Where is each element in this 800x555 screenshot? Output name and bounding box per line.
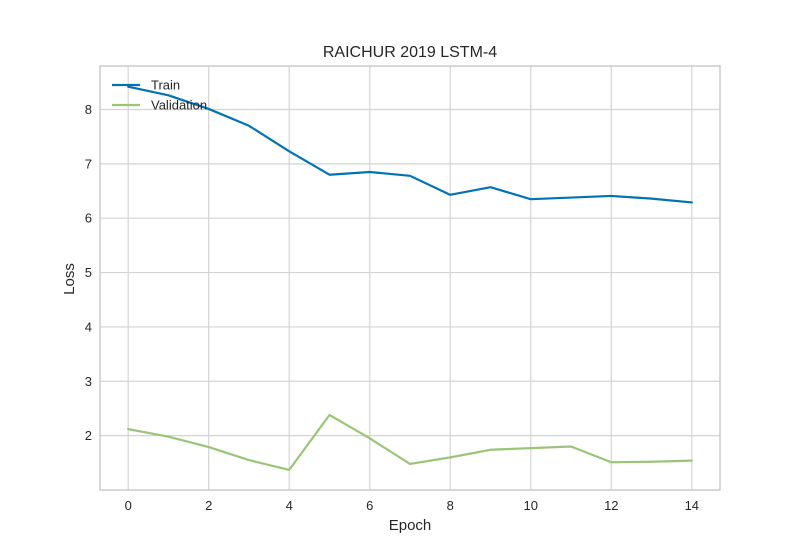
x-tick-label: 4 (286, 498, 293, 513)
y-tick-label: 3 (85, 374, 92, 389)
series-line-validation (127, 413, 693, 471)
y-tick-label: 5 (85, 265, 92, 280)
x-tick-labels: 0 2 4 6 8 10 12 14 (125, 498, 699, 513)
x-tick-label: 0 (125, 498, 132, 513)
chart-title: RAICHUR 2019 LSTM-4 (323, 44, 497, 61)
y-tick-label: 2 (85, 428, 92, 443)
series-line-train (127, 85, 693, 204)
y-tick-label: 4 (85, 319, 92, 334)
legend-label-train: Train (151, 78, 180, 93)
series-lines (127, 85, 693, 471)
y-tick-label: 7 (85, 156, 92, 171)
legend: Train Validation (112, 78, 207, 113)
plot-frame (99, 65, 721, 491)
x-axis-label: Epoch (389, 517, 432, 534)
y-axis-label: Loss (61, 263, 78, 295)
y-tick-labels: 2 3 4 5 6 7 8 (85, 102, 92, 443)
grid (100, 66, 720, 490)
x-tick-label: 8 (447, 498, 454, 513)
y-tick-label: 8 (85, 102, 92, 117)
legend-label-validation: Validation (151, 98, 207, 113)
plot-border (99, 65, 721, 491)
x-tick-label: 2 (205, 498, 212, 513)
x-tick-label: 10 (524, 498, 538, 513)
x-tick-label: 12 (604, 498, 618, 513)
x-tick-label: 6 (366, 498, 373, 513)
x-tick-label: 14 (685, 498, 699, 513)
y-tick-label: 6 (85, 211, 92, 226)
